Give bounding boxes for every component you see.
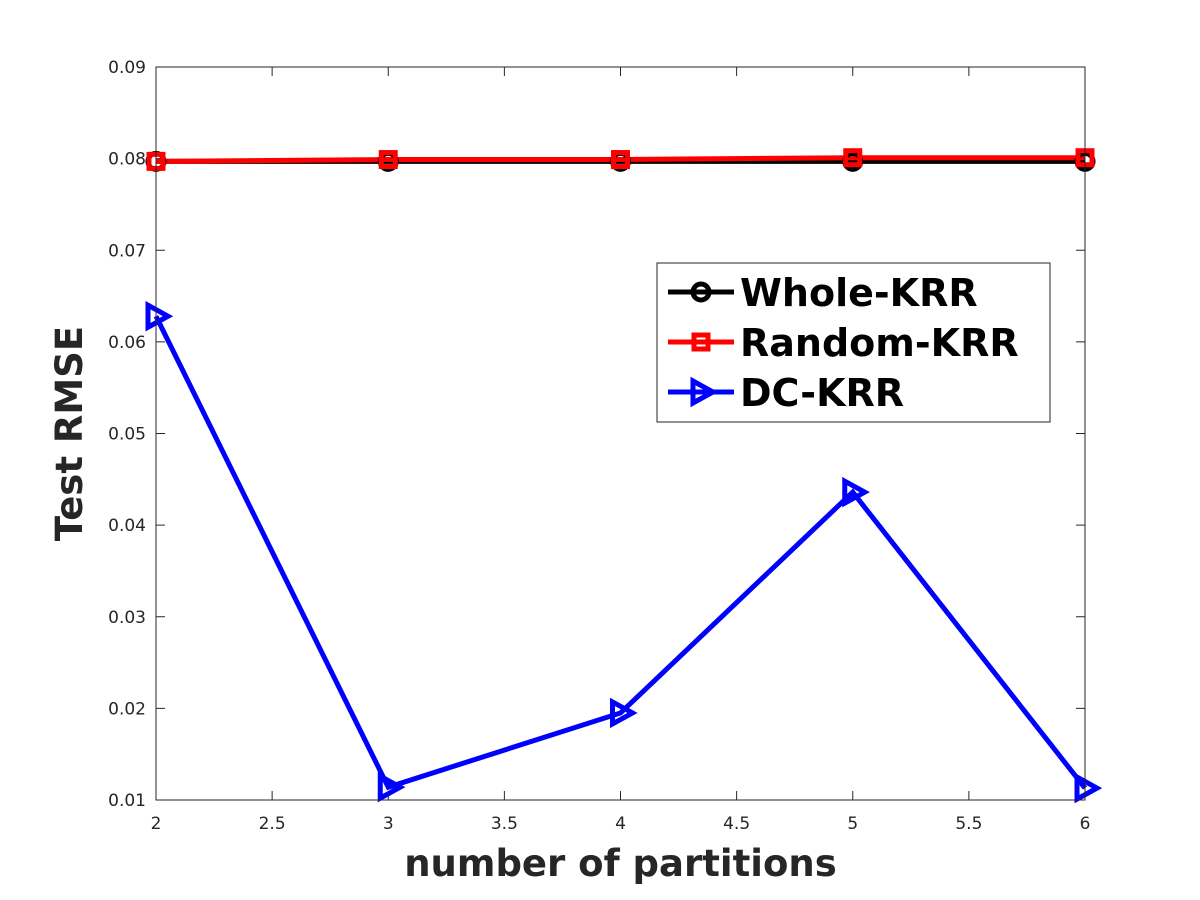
data-point-dc-krr bbox=[1074, 772, 1103, 804]
legend-marker-dc-krr bbox=[690, 376, 719, 408]
y-tick-label: 0.08 bbox=[108, 150, 146, 170]
x-tick-label: 2.5 bbox=[259, 814, 286, 834]
y-tick-label: 0.04 bbox=[108, 516, 146, 536]
data-point-dc-krr bbox=[145, 300, 174, 332]
series-line-random-krr bbox=[155, 155, 1085, 164]
data-point-random-krr bbox=[843, 148, 863, 168]
data-point-dc-krr bbox=[377, 771, 406, 803]
x-tick-label: 5 bbox=[847, 814, 858, 834]
series-line-dc-krr bbox=[153, 315, 1087, 791]
plot-frame bbox=[155, 66, 1086, 801]
y-axis-label: Test RMSE bbox=[48, 326, 91, 541]
y-tick-label: 0.09 bbox=[108, 58, 146, 78]
y-tick-label: 0.05 bbox=[108, 425, 146, 445]
legend: Whole-KRR Random-KRR DC-KRR bbox=[656, 262, 1051, 423]
y-tick-label: 0.03 bbox=[108, 608, 146, 628]
legend-marker-whole-krr bbox=[690, 281, 712, 303]
series-lines bbox=[153, 155, 1087, 791]
y-tick-label: 0.01 bbox=[108, 791, 146, 811]
x-tick-label: 2 bbox=[151, 814, 162, 834]
tick-labels: 2 2.5 3 3.5 4 4.5 5 5.5 6 0.01 0.02 0.03 0.04 0.05 0.0… bbox=[108, 58, 1090, 834]
x-tick-label: 3.5 bbox=[491, 814, 518, 834]
x-tick-label: 4 bbox=[615, 814, 626, 834]
y-tick-label: 0.02 bbox=[108, 699, 146, 719]
x-tick-label: 3 bbox=[383, 814, 394, 834]
legend-marker-random-krr bbox=[691, 332, 711, 352]
x-tick-label: 4.5 bbox=[723, 814, 750, 834]
x-tick-label: 6 bbox=[1080, 814, 1091, 834]
y-tick-label: 0.06 bbox=[108, 333, 146, 353]
data-point-random-krr bbox=[378, 150, 398, 170]
x-axis-label: number of partitions bbox=[404, 842, 837, 885]
plot-area bbox=[156, 67, 1085, 800]
data-point-random-krr bbox=[611, 150, 630, 170]
legend-label-dc-krr: DC-KRR bbox=[740, 371, 904, 415]
x-tick-label: 5.5 bbox=[955, 814, 982, 834]
data-point-dc-krr bbox=[842, 476, 870, 508]
legend-label-random-krr: Random-KRR bbox=[740, 321, 1019, 365]
data-point-dc-krr bbox=[610, 697, 638, 729]
legend-label-whole-krr: Whole-KRR bbox=[740, 271, 978, 315]
y-tick-label: 0.07 bbox=[108, 241, 146, 261]
